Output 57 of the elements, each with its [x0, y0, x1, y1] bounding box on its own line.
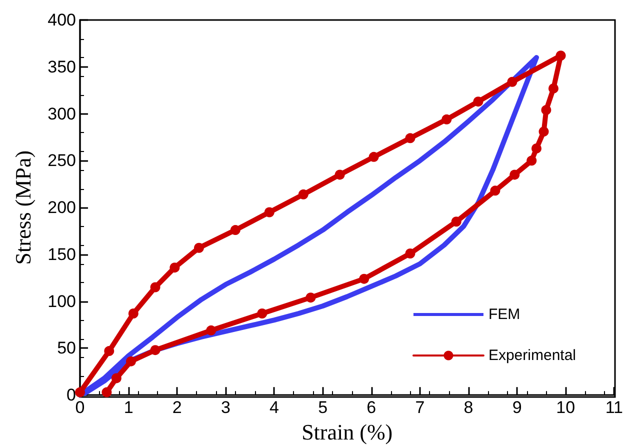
x-tick-label: 2 — [172, 398, 182, 418]
x-tick-label: 10 — [556, 398, 576, 418]
y-tick-label: 0 — [66, 386, 76, 405]
point — [548, 83, 558, 94]
x-tick-label: 3 — [220, 398, 230, 418]
point — [150, 282, 160, 292]
x-tick-label: 5 — [318, 398, 328, 418]
x-tick-label: 9 — [512, 398, 522, 418]
point — [170, 262, 180, 273]
y-tick-label: 350 — [48, 57, 76, 76]
x-tick-label: 6 — [366, 398, 376, 418]
point — [531, 143, 542, 154]
point — [264, 207, 274, 218]
point — [126, 356, 136, 366]
point — [405, 133, 416, 144]
x-tick-label: 4 — [270, 398, 279, 418]
point — [75, 387, 85, 398]
point — [473, 96, 484, 107]
x-tick-label: 11 — [605, 398, 624, 418]
legend-label: Experimental — [488, 347, 576, 364]
point — [442, 114, 452, 124]
y-tick-label: 400 — [48, 10, 76, 30]
y-tick-label: 100 — [48, 292, 76, 311]
point — [230, 225, 240, 236]
point — [111, 373, 122, 384]
y-tick-label: 250 — [48, 151, 76, 170]
x-tick-label: 8 — [464, 398, 474, 418]
point — [359, 274, 370, 284]
y-tick-label: 200 — [48, 198, 76, 218]
point — [556, 50, 566, 61]
point — [128, 308, 138, 319]
point — [490, 186, 500, 196]
point — [541, 105, 552, 116]
point — [510, 170, 520, 180]
y-tick-label: 150 — [48, 244, 76, 264]
point — [102, 387, 112, 398]
point — [405, 248, 416, 258]
point — [206, 325, 216, 336]
point — [451, 216, 462, 227]
point — [194, 242, 204, 253]
point — [257, 308, 268, 319]
point — [368, 152, 379, 162]
point — [150, 345, 160, 356]
x-axis-title: Strain (%) — [302, 420, 393, 444]
legend-label: FEM — [488, 306, 520, 323]
y-tick-label: 300 — [48, 104, 76, 124]
point — [306, 292, 316, 303]
x-tick-label: 1 — [124, 398, 134, 418]
y-tick-label: 50 — [57, 338, 76, 358]
point — [526, 156, 537, 166]
point — [538, 126, 549, 137]
x-tick-label: 7 — [415, 398, 425, 418]
point — [104, 346, 114, 356]
point — [507, 76, 518, 87]
point — [334, 170, 345, 180]
y-axis-title: Stress (MPa) — [10, 150, 36, 265]
point — [298, 189, 308, 200]
